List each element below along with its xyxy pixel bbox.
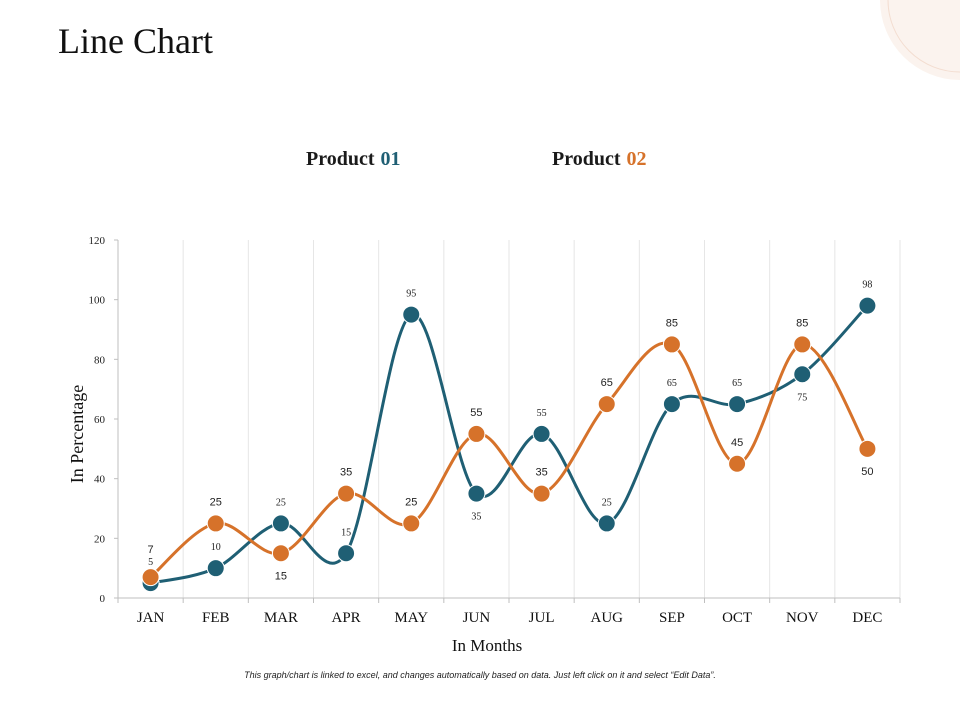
x-tick-label: JUN	[463, 610, 491, 626]
y-tick-label: 120	[89, 235, 106, 247]
label-layer: 5 10 25 15 95 35 55 25 65 65 75 98 7 25 15 35 25 55 35 65 85…	[148, 280, 874, 583]
data-point	[271, 544, 290, 563]
data-label: 5	[148, 557, 153, 568]
legend-label: Product	[552, 148, 621, 170]
y-tick-label: 100	[89, 295, 106, 307]
x-tick-label: JUL	[529, 610, 555, 626]
data-point	[271, 514, 290, 533]
legend-label: Product	[306, 148, 375, 170]
data-point	[597, 395, 616, 414]
data-point	[858, 296, 877, 315]
y-axis-title: In Percentage	[67, 385, 87, 483]
data-label: 98	[862, 280, 872, 291]
data-label: 65	[732, 378, 742, 389]
data-label: 85	[796, 317, 808, 329]
x-tick-label: AUG	[591, 610, 624, 626]
marker-layer	[141, 296, 877, 593]
data-point	[402, 305, 421, 324]
legend-product-01: Product 01	[306, 148, 401, 171]
data-point	[858, 439, 877, 458]
data-label: 35	[471, 512, 481, 523]
y-tick-label: 0	[100, 593, 106, 605]
y-tick-label: 80	[94, 354, 106, 366]
data-point	[597, 514, 616, 533]
legend-number: 02	[626, 148, 647, 170]
footnote: This graph/chart is linked to excel, and…	[244, 670, 716, 680]
data-point	[728, 454, 747, 473]
data-point	[662, 395, 681, 414]
data-point	[728, 395, 747, 414]
data-label: 10	[211, 542, 221, 553]
data-label: 85	[666, 317, 678, 329]
data-label: 45	[731, 437, 743, 449]
data-label: 50	[861, 466, 873, 478]
data-label: 55	[537, 408, 547, 419]
data-point	[206, 514, 225, 533]
x-tick-label: JAN	[137, 610, 165, 626]
corner-decoration	[880, 0, 960, 80]
y-tick-label: 20	[94, 533, 106, 545]
x-tick-label: MAR	[264, 610, 298, 626]
data-label: 35	[340, 467, 352, 479]
legend-number: 01	[380, 148, 401, 170]
data-label: 95	[406, 289, 416, 300]
data-point	[337, 544, 356, 563]
data-label: 65	[667, 378, 677, 389]
data-label: 35	[535, 467, 547, 479]
data-label: 75	[797, 392, 807, 403]
x-tick-label: SEP	[659, 610, 685, 626]
y-tick-label: 40	[94, 474, 106, 486]
data-label: 55	[470, 407, 482, 419]
data-point	[467, 424, 486, 443]
grid-layer	[182, 240, 901, 598]
data-point	[532, 424, 551, 443]
data-label: 25	[276, 497, 286, 508]
x-tick-label: OCT	[722, 610, 752, 626]
data-label: 25	[210, 496, 222, 508]
y-tick-label: 60	[94, 414, 106, 426]
x-tick-label: APR	[331, 610, 360, 626]
data-label: 25	[405, 496, 417, 508]
data-label: 65	[601, 377, 613, 389]
data-point	[206, 559, 225, 578]
data-label: 25	[602, 497, 612, 508]
x-tick-label: FEB	[202, 610, 230, 626]
data-point	[141, 568, 160, 587]
data-point	[467, 484, 486, 503]
data-point	[793, 335, 812, 354]
legend-product-02: Product 02	[552, 148, 647, 171]
x-tick-label: DEC	[852, 610, 882, 626]
x-tick-label: MAY	[394, 610, 428, 626]
x-axis-title: In Months	[452, 636, 522, 655]
data-point	[662, 335, 681, 354]
axis-layer: 0 20 40 60 80 100 120 JAN FEB MAR APR MAY JUN JUL AUG S…	[67, 235, 901, 655]
slide-title: Line Chart	[58, 21, 213, 61]
data-point	[532, 484, 551, 503]
data-label: 15	[341, 527, 351, 538]
x-tick-label: NOV	[786, 610, 819, 626]
data-point	[793, 365, 812, 384]
data-label: 7	[148, 544, 154, 556]
data-point	[402, 514, 421, 533]
data-label: 15	[275, 570, 287, 582]
data-point	[337, 484, 356, 503]
